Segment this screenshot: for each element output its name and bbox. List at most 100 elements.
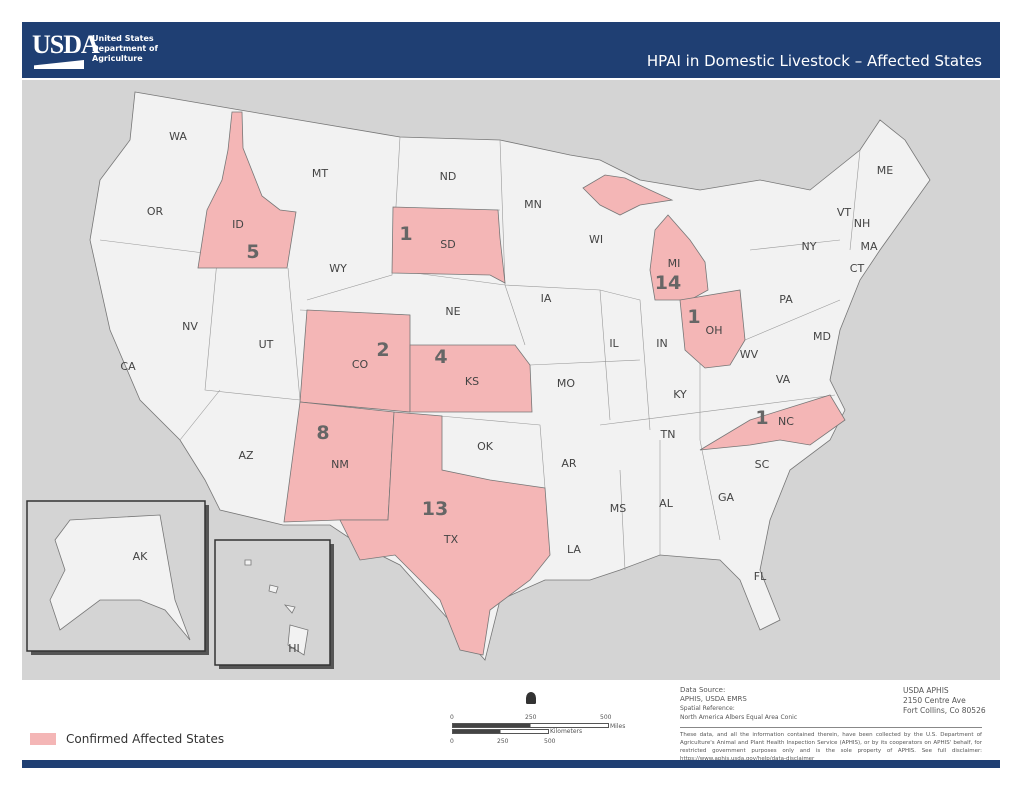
label-sc: SC — [755, 458, 770, 471]
state-sd[interactable] — [391, 206, 506, 284]
legend: Confirmed Affected States — [30, 732, 224, 746]
label-tn: TN — [660, 428, 676, 441]
label-va: VA — [776, 373, 791, 386]
north-arrow-icon — [526, 692, 536, 704]
agency-line: Department of — [92, 44, 159, 53]
label-ak: AK — [133, 550, 149, 563]
scale-tick: 0 — [450, 738, 454, 745]
label-wy: WY — [329, 262, 347, 275]
agency-line: United States — [92, 34, 154, 43]
case-counts: 5 1 2 4 8 13 14 1 1 — [246, 223, 768, 520]
label-ut: UT — [259, 338, 274, 351]
count-co: 2 — [376, 339, 389, 361]
count-id: 5 — [246, 241, 259, 263]
count-mi: 14 — [655, 272, 681, 294]
label-nc: NC — [778, 415, 794, 428]
state-mi[interactable] — [582, 174, 709, 301]
scale-tick: 500 — [600, 714, 612, 721]
source-line: Spatial Reference: — [680, 705, 735, 712]
state-oh[interactable] — [679, 289, 746, 369]
usda-logo: USDA — [32, 30, 100, 59]
label-md: MD — [813, 330, 831, 343]
disclaimer: These data, and all the information cont… — [680, 727, 982, 763]
label-id: ID — [232, 218, 244, 231]
label-nh: NH — [854, 217, 871, 230]
scale-tick: 0 — [450, 714, 454, 721]
label-pa: PA — [779, 293, 793, 306]
label-wv: WV — [740, 348, 759, 361]
label-fl: FL — [754, 570, 767, 583]
label-nd: ND — [440, 170, 457, 183]
address-line: USDA APHIS — [903, 686, 949, 695]
label-me: ME — [877, 164, 893, 177]
usda-logo-swoosh — [34, 60, 84, 69]
label-ia: IA — [541, 292, 552, 305]
alaska-inset: AK — [26, 500, 209, 655]
address-line: Fort Collins, Co 80526 — [903, 706, 986, 715]
address-line: 2150 Centre Ave — [903, 696, 966, 705]
label-mo: MO — [557, 377, 575, 390]
scale-tick: 250 — [525, 714, 537, 721]
legend-label: Confirmed Affected States — [66, 732, 225, 746]
km-bar — [452, 729, 549, 734]
miles-bar — [452, 723, 609, 728]
count-tx: 13 — [422, 498, 448, 520]
state-ks[interactable] — [409, 344, 533, 413]
state-nc[interactable] — [699, 394, 846, 451]
miles-label: Miles — [610, 723, 626, 730]
source-line: North America Albers Equal Area Conic — [680, 714, 798, 721]
label-ny: NY — [802, 240, 817, 253]
bottom-bar — [22, 760, 1000, 768]
header: USDA United States Department of Agricul… — [22, 22, 1000, 78]
label-hi: HI — [288, 642, 300, 655]
count-sd: 1 — [399, 223, 412, 245]
label-ne: NE — [445, 305, 460, 318]
label-sd: SD — [440, 238, 455, 251]
data-source: Data Source: APHIS, USDA EMRS Spatial Re… — [680, 686, 890, 722]
label-or: OR — [147, 205, 164, 218]
label-co: CO — [352, 358, 369, 371]
km-label: Kilometers — [550, 728, 583, 735]
source-line: Data Source: — [680, 686, 726, 694]
us-map: WA OR CA NV ID MT WY UT AZ CO NM ND SD N… — [26, 91, 931, 669]
label-ok: OK — [477, 440, 494, 453]
label-ar: AR — [561, 457, 577, 470]
label-tx: TX — [443, 533, 459, 546]
label-al: AL — [659, 497, 674, 510]
count-ks: 4 — [434, 346, 447, 368]
agency-line: Agriculture — [92, 54, 143, 63]
label-ma: MA — [860, 240, 877, 253]
count-nm: 8 — [316, 422, 329, 444]
scale-tick: 250 — [497, 738, 509, 745]
label-nv: NV — [182, 320, 198, 333]
label-ky: KY — [673, 388, 687, 401]
label-nm: NM — [331, 458, 349, 471]
state-labels: WA OR CA NV ID MT WY UT AZ CO NM ND SD N… — [120, 130, 893, 583]
label-ks: KS — [465, 375, 479, 388]
map-title: HPAI in Domestic Livestock – Affected St… — [646, 52, 982, 70]
affected-states — [197, 111, 846, 656]
label-ms: MS — [610, 502, 626, 515]
label-la: LA — [567, 543, 581, 556]
count-oh: 1 — [687, 306, 700, 328]
legend-swatch-affected — [30, 733, 56, 745]
state-tx[interactable] — [339, 411, 551, 656]
label-oh: OH — [706, 324, 723, 337]
label-wa: WA — [169, 130, 187, 143]
label-ga: GA — [718, 491, 735, 504]
scale-tick: 500 — [544, 738, 556, 745]
agency-name: United States Department of Agriculture — [92, 34, 158, 64]
label-wi: WI — [589, 233, 603, 246]
label-in: IN — [656, 337, 667, 350]
hawaii-inset: HI — [214, 539, 334, 669]
count-nc: 1 — [755, 407, 768, 429]
label-ct: CT — [850, 262, 865, 275]
label-mi: MI — [668, 257, 681, 270]
label-az: AZ — [238, 449, 254, 462]
label-il: IL — [609, 337, 619, 350]
label-vt: VT — [837, 206, 852, 219]
address: USDA APHIS 2150 Centre Ave Fort Collins,… — [903, 686, 986, 716]
state-id[interactable] — [197, 111, 297, 269]
label-mn: MN — [524, 198, 542, 211]
